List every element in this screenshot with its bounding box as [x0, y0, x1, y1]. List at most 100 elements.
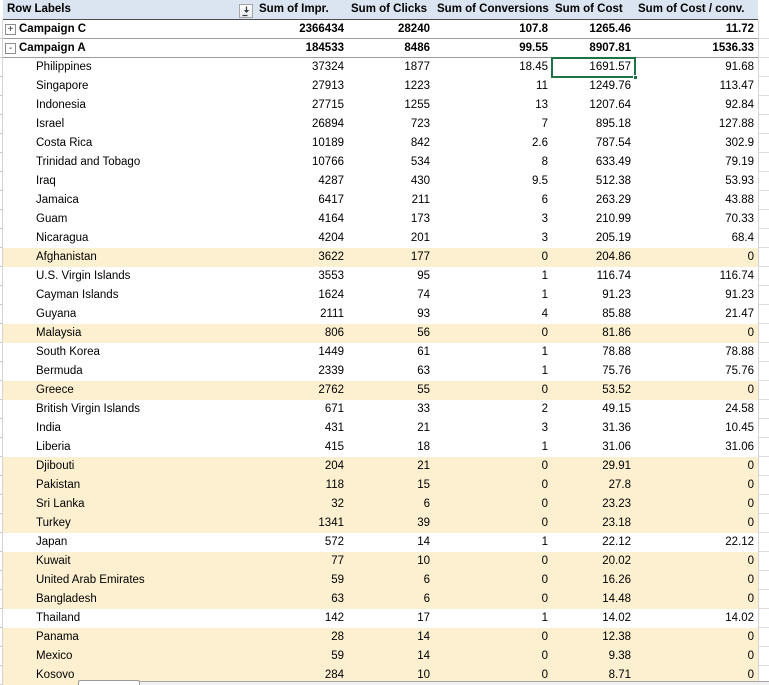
metric-cell[interactable]: 3553 [318, 270, 344, 282]
metric-cell[interactable]: 572 [324, 536, 344, 548]
metric-cell[interactable]: 17 [417, 612, 430, 624]
metric-cell[interactable]: 85.88 [602, 308, 631, 320]
metric-cell[interactable]: 1691.57 [589, 61, 631, 73]
metric-cell[interactable]: 21.47 [725, 308, 754, 320]
metric-cell[interactable]: 113.47 [719, 80, 754, 92]
metric-cell[interactable]: 6417 [318, 194, 344, 206]
metric-cell[interactable]: 68.4 [731, 232, 754, 244]
row-label-cell[interactable]: Philippines [3, 59, 256, 76]
metric-cell[interactable]: 0 [541, 574, 548, 586]
metric-cell[interactable]: 177 [410, 251, 430, 263]
metric-cell[interactable]: 99.55 [519, 41, 548, 54]
metric-cell[interactable]: 1223 [404, 80, 430, 92]
metric-cell[interactable]: 16.26 [602, 574, 631, 586]
metric-cell[interactable]: 8486 [404, 41, 430, 54]
row-label-cell[interactable]: Singapore [3, 78, 256, 95]
metric-cell[interactable]: 806 [324, 327, 344, 339]
metric-cell[interactable]: 14.02 [725, 612, 754, 624]
metric-cell[interactable]: 116.74 [719, 270, 754, 282]
metric-cell[interactable]: 1265.46 [589, 22, 631, 35]
metric-cell[interactable]: 10 [417, 669, 430, 681]
metric-cell[interactable]: 1449 [318, 346, 344, 358]
sheet-tab-sliver[interactable] [78, 680, 140, 685]
metric-cell[interactable]: 107.8 [519, 22, 548, 35]
metric-cell[interactable]: 55 [417, 384, 430, 396]
metric-cell[interactable]: 56 [417, 327, 430, 339]
metric-cell[interactable]: 20.02 [602, 555, 631, 567]
metric-cell[interactable]: 0 [541, 669, 548, 681]
row-label-cell[interactable]: Nicaragua [3, 230, 256, 247]
metric-cell[interactable]: 10.45 [725, 422, 754, 434]
metric-cell[interactable]: 4204 [318, 232, 344, 244]
row-label-cell[interactable]: Japan [3, 534, 256, 551]
metric-cell[interactable]: 895.18 [595, 118, 631, 130]
metric-cell[interactable]: 0 [747, 384, 754, 396]
metric-cell[interactable]: 787.54 [595, 137, 631, 149]
metric-cell[interactable]: 91.23 [725, 289, 754, 301]
metric-cell[interactable]: 91.68 [725, 61, 754, 73]
metric-cell[interactable]: 0 [541, 479, 548, 491]
metric-cell[interactable]: 0 [747, 517, 754, 529]
metric-cell[interactable]: 723 [410, 118, 430, 130]
metric-cell[interactable]: 22.12 [725, 536, 754, 548]
metric-cell[interactable]: 0 [747, 479, 754, 491]
metric-cell[interactable]: 61 [417, 346, 430, 358]
metric-cell[interactable]: 3 [541, 232, 548, 244]
metric-cell[interactable]: 28240 [398, 22, 430, 35]
metric-cell[interactable]: 10 [417, 555, 430, 567]
metric-cell[interactable]: 0 [541, 555, 548, 567]
metric-cell[interactable]: 0 [541, 384, 548, 396]
metric-cell[interactable]: 1 [541, 346, 548, 358]
metric-cell[interactable]: 512.38 [595, 175, 631, 187]
metric-cell[interactable]: 23.23 [602, 498, 631, 510]
metric-cell[interactable]: 184533 [305, 41, 344, 54]
row-labels-filter-button[interactable] [239, 4, 253, 18]
column-header-conversions[interactable]: Sum of Conversions [437, 3, 549, 15]
row-label-cell[interactable]: Costa Rica [3, 135, 256, 152]
metric-cell[interactable]: 3 [541, 213, 548, 225]
metric-cell[interactable]: 10189 [312, 137, 344, 149]
row-label-cell[interactable]: Afghanistan [3, 249, 256, 266]
metric-cell[interactable]: 53.52 [602, 384, 631, 396]
metric-cell[interactable]: 1624 [318, 289, 344, 301]
metric-cell[interactable]: 127.88 [718, 118, 754, 130]
row-label-cell[interactable]: - Campaign A [3, 40, 256, 57]
metric-cell[interactable]: 27913 [312, 80, 344, 92]
metric-cell[interactable]: 263.29 [595, 194, 631, 206]
metric-cell[interactable]: 1207.64 [589, 99, 631, 111]
metric-cell[interactable]: 633.49 [595, 156, 631, 168]
metric-cell[interactable]: 210.99 [595, 213, 631, 225]
metric-cell[interactable]: 93 [417, 308, 430, 320]
metric-cell[interactable]: 63 [331, 593, 344, 605]
metric-cell[interactable]: 27.8 [608, 479, 631, 491]
row-label-cell[interactable]: Bermuda [3, 363, 256, 380]
metric-cell[interactable]: 2.6 [532, 137, 548, 149]
metric-cell[interactable]: 204.86 [595, 251, 631, 263]
metric-cell[interactable]: 0 [541, 327, 548, 339]
metric-cell[interactable]: 4287 [318, 175, 344, 187]
metric-cell[interactable]: 201 [410, 232, 430, 244]
row-label-cell[interactable]: Guam [3, 211, 256, 228]
metric-cell[interactable]: 81.86 [602, 327, 631, 339]
metric-cell[interactable]: 0 [747, 555, 754, 567]
column-header-cost[interactable]: Sum of Cost [555, 3, 623, 15]
metric-cell[interactable]: 1877 [404, 61, 430, 73]
fill-handle[interactable] [633, 75, 638, 80]
row-label-cell[interactable]: U.S. Virgin Islands [3, 268, 256, 285]
metric-cell[interactable]: 1 [541, 270, 548, 282]
metric-cell[interactable]: 10766 [312, 156, 344, 168]
metric-cell[interactable]: 53.93 [725, 175, 754, 187]
row-label-cell[interactable]: Iraq [3, 173, 256, 190]
metric-cell[interactable]: 11.72 [725, 22, 754, 35]
metric-cell[interactable]: 302.9 [725, 137, 754, 149]
metric-cell[interactable]: 3622 [318, 251, 344, 263]
row-label-cell[interactable]: India [3, 420, 256, 437]
column-header-impressions[interactable]: Sum of Impr. [259, 3, 329, 15]
metric-cell[interactable]: 0 [747, 593, 754, 605]
row-label-cell[interactable]: Panama [3, 629, 256, 646]
row-label-cell[interactable]: South Korea [3, 344, 256, 361]
metric-cell[interactable]: 59 [331, 650, 344, 662]
metric-cell[interactable]: 0 [747, 650, 754, 662]
metric-cell[interactable]: 2339 [318, 365, 344, 377]
metric-cell[interactable]: 7 [541, 118, 548, 130]
